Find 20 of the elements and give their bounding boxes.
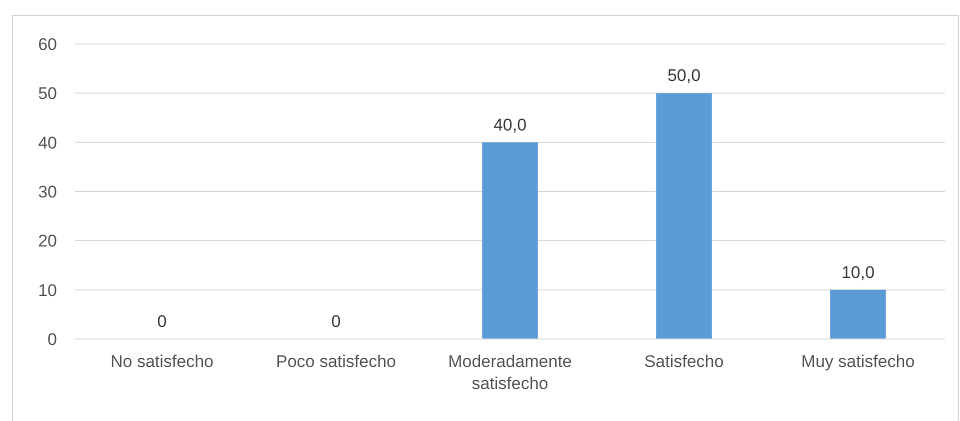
- bar: [482, 142, 538, 339]
- y-tick-label: 0: [48, 330, 57, 349]
- y-tick-label: 40: [38, 133, 57, 152]
- bar: [656, 93, 712, 339]
- data-label: 40,0: [493, 115, 527, 134]
- y-tick-label: 30: [38, 182, 57, 202]
- y-tick-label: 20: [38, 232, 57, 251]
- y-tick-label: 60: [38, 34, 57, 54]
- data-label: 10,0: [841, 262, 875, 282]
- x-tick-label: Moderadamente satisfecho: [448, 352, 572, 393]
- bar: [830, 290, 886, 339]
- y-tick-label: 50: [38, 84, 57, 104]
- x-tick-label: Muy satisfecho: [801, 352, 915, 371]
- y-tick-label: 10: [38, 280, 57, 300]
- x-tick-label: No satisfecho: [110, 352, 214, 371]
- data-label: 50,0: [667, 66, 701, 86]
- data-label: 0: [331, 312, 341, 331]
- data-label: 0: [157, 312, 167, 331]
- x-tick-label: Satisfecho: [644, 352, 724, 371]
- x-tick-label: Poco satisfecho: [276, 352, 396, 371]
